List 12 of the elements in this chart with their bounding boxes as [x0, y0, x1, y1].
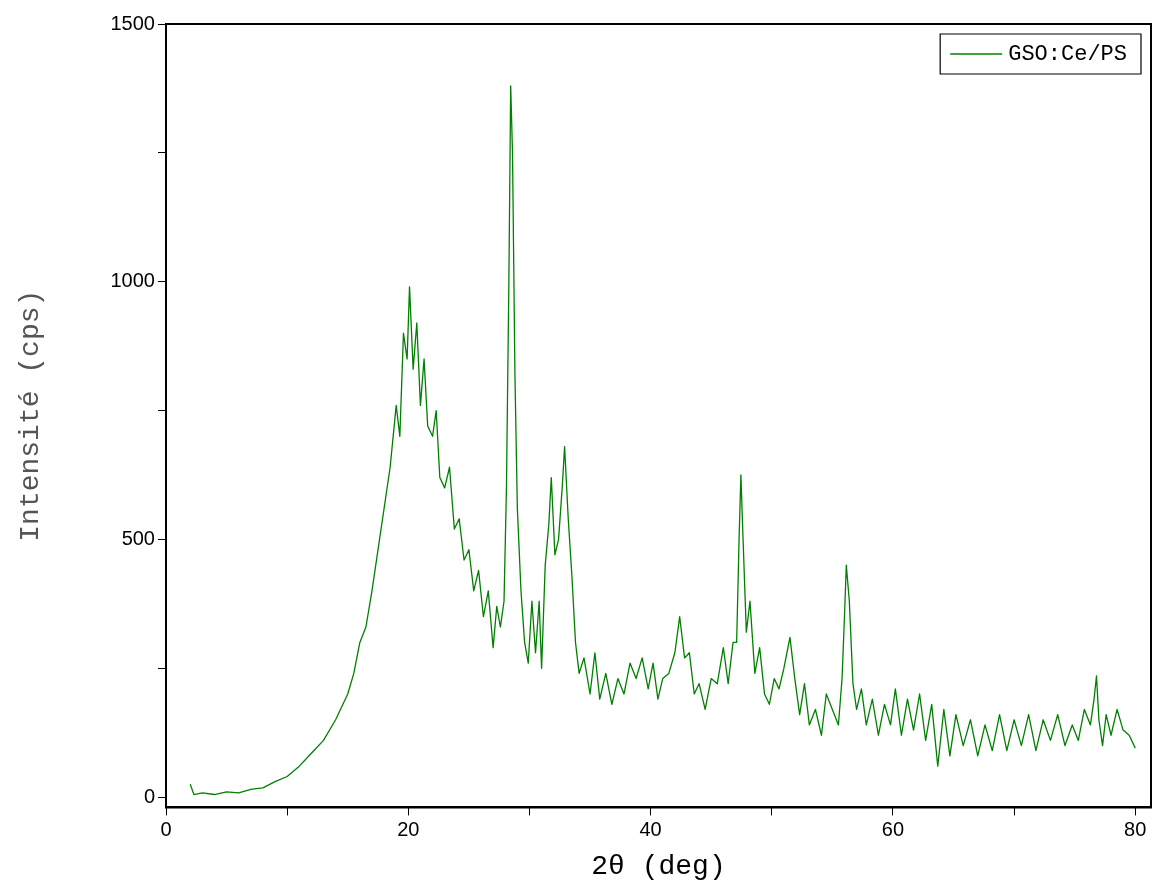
x-tick-label: 40	[639, 817, 662, 840]
y-axis-title: Intensité (cps)	[15, 289, 47, 542]
x-tick-label: 0	[160, 817, 172, 840]
x-tick-label: 20	[397, 817, 420, 840]
y-tick-label: 500	[121, 526, 155, 549]
x-tick-label: 80	[1124, 817, 1147, 840]
y-tick-label: 0	[143, 784, 155, 807]
y-tick-label: 1500	[110, 11, 155, 34]
x-tick-label: 60	[881, 817, 905, 840]
y-tick-label: 1000	[110, 269, 155, 292]
x-axis-title: 2θ (deg)	[591, 850, 726, 882]
legend-label: GSO:Ce/PS	[1008, 41, 1128, 67]
